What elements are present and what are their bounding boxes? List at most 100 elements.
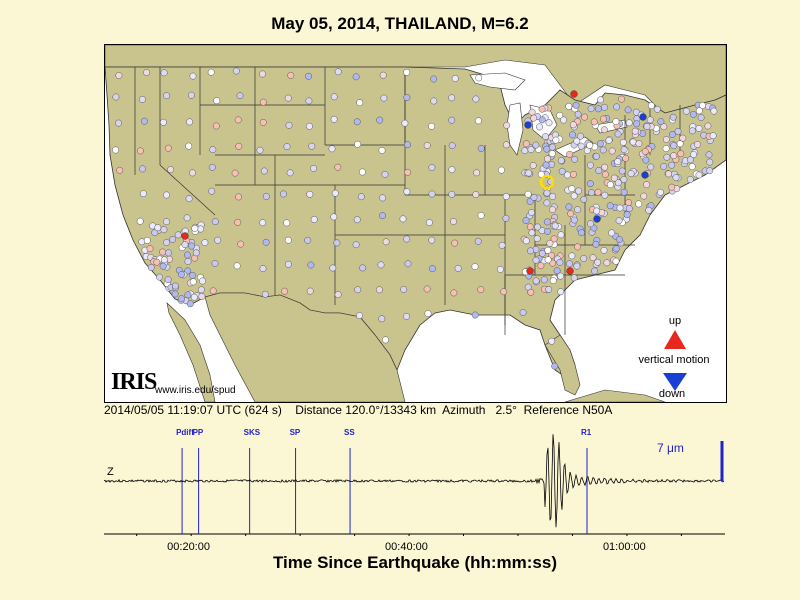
station-dot <box>399 215 407 223</box>
station-dot <box>596 140 604 148</box>
station-dot <box>404 168 412 176</box>
station-dot <box>536 123 543 131</box>
station-dot <box>231 169 239 177</box>
station-dot <box>139 165 147 173</box>
station-dot <box>631 127 639 135</box>
station-dot <box>549 193 557 200</box>
station-dot <box>670 142 678 150</box>
station-dot <box>112 146 120 154</box>
phase-label-sp: SP <box>289 428 301 437</box>
station-map: IRIS www.iris.edu/spud up vertical motio… <box>104 44 727 403</box>
station-dot <box>281 287 289 295</box>
station-dot <box>159 118 167 126</box>
station-dot <box>704 122 712 130</box>
station-dot <box>165 249 172 257</box>
station-dot <box>590 118 598 126</box>
iris-logo: IRIS <box>111 369 157 395</box>
station-dot <box>186 118 194 126</box>
station-dot <box>259 219 267 227</box>
station-dot <box>356 312 363 319</box>
station-dot <box>450 289 458 297</box>
station-dot <box>695 107 703 115</box>
station-dot <box>189 271 197 279</box>
station-dot <box>334 163 342 171</box>
station-dot <box>451 239 459 247</box>
station-dot <box>448 166 456 174</box>
station-dot <box>279 190 287 198</box>
station-dot <box>305 72 312 80</box>
station-dot <box>167 166 175 174</box>
station-dot <box>643 181 651 189</box>
phase-label-pdiff: Pdiff <box>176 428 194 437</box>
station-dot <box>643 123 651 130</box>
station-dot <box>330 115 338 123</box>
station-dot <box>543 218 551 226</box>
station-dot <box>537 262 545 270</box>
station-dot <box>425 219 433 227</box>
station-dot <box>211 259 219 267</box>
station-dot <box>620 188 628 196</box>
station-dot <box>207 68 215 76</box>
station-dot <box>178 271 185 278</box>
station-dot <box>184 258 192 265</box>
station-dot <box>647 163 655 171</box>
station-dot <box>530 193 538 201</box>
station-dot <box>595 167 603 174</box>
station-dot <box>234 218 242 226</box>
legend-vertical-motion-label: vertical motion <box>638 354 710 366</box>
station-dot <box>306 190 314 198</box>
station-dot <box>283 143 291 151</box>
station-dot <box>527 247 534 255</box>
station-dot <box>706 158 714 166</box>
station-dot <box>526 267 534 275</box>
station-dot <box>601 191 609 199</box>
station-dot <box>153 258 161 266</box>
station-dot <box>382 336 389 344</box>
station-dot <box>606 202 614 210</box>
station-markers <box>112 67 718 370</box>
legend-down-label: down <box>658 388 686 400</box>
station-dot <box>262 192 270 200</box>
station-dot <box>569 131 576 139</box>
station-dot <box>613 103 621 111</box>
station-dot <box>160 69 168 77</box>
station-dot <box>565 260 573 268</box>
station-dot <box>474 117 482 125</box>
station-dot <box>544 155 551 163</box>
station-dot <box>548 143 556 151</box>
time-tick-label: 00:40:00 <box>385 541 428 553</box>
station-dot <box>552 136 560 144</box>
station-dot <box>608 147 616 155</box>
station-dot <box>379 71 387 79</box>
station-dot <box>605 136 613 144</box>
station-dot <box>497 166 505 174</box>
station-dot <box>594 188 602 196</box>
station-dot <box>214 236 222 244</box>
station-dot <box>353 216 361 224</box>
event-info-line: 2014/05/05 11:19:07 UTC (624 s) Distance… <box>104 403 613 417</box>
station-dot <box>601 163 609 171</box>
station-dot <box>601 171 609 178</box>
station-dot <box>358 168 366 176</box>
station-dot <box>201 239 209 247</box>
station-dot <box>587 105 595 113</box>
station-dot <box>334 291 342 299</box>
station-dot <box>151 229 159 237</box>
station-dot <box>197 225 205 233</box>
station-dot <box>662 145 670 153</box>
station-dot <box>140 117 148 125</box>
station-dot <box>616 236 623 243</box>
station-dot <box>522 217 530 224</box>
station-dot <box>354 286 362 294</box>
station-dot <box>573 137 581 145</box>
station-dot <box>612 245 620 253</box>
station-dot <box>234 116 242 124</box>
station-dot <box>660 162 668 170</box>
station-dot <box>546 239 554 247</box>
station-dot <box>284 236 292 244</box>
station-dot <box>183 251 191 259</box>
state-border-line <box>159 164 216 216</box>
station-dot <box>527 288 535 296</box>
x-axis-label: Time Since Earthquake (hh:mm:ss) <box>272 553 558 572</box>
station-dot <box>601 103 608 111</box>
